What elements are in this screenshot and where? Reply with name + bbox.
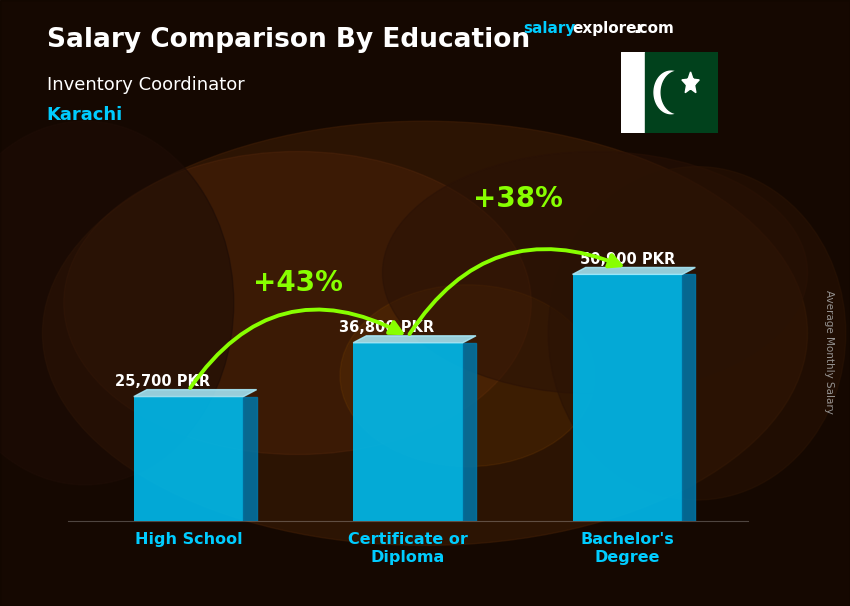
Text: Salary Comparison By Education: Salary Comparison By Education xyxy=(47,27,530,53)
Polygon shape xyxy=(683,275,695,521)
Polygon shape xyxy=(682,72,700,93)
Text: explorer: explorer xyxy=(572,21,644,36)
Polygon shape xyxy=(463,343,476,521)
Bar xyxy=(573,275,683,521)
Text: .com: .com xyxy=(633,21,674,36)
Bar xyxy=(620,52,645,133)
Text: +43%: +43% xyxy=(253,269,343,297)
Text: Inventory Coordinator: Inventory Coordinator xyxy=(47,76,245,94)
Bar xyxy=(353,343,463,521)
Bar xyxy=(133,396,243,521)
Ellipse shape xyxy=(382,152,808,394)
FancyArrowPatch shape xyxy=(190,310,402,388)
Bar xyxy=(645,52,718,133)
Text: 25,700 PKR: 25,700 PKR xyxy=(115,374,210,388)
Text: Karachi: Karachi xyxy=(47,106,123,124)
Text: +38%: +38% xyxy=(473,185,563,213)
Polygon shape xyxy=(243,396,257,521)
Text: 36,800 PKR: 36,800 PKR xyxy=(338,320,434,335)
Polygon shape xyxy=(654,71,688,114)
Text: 50,900 PKR: 50,900 PKR xyxy=(580,251,675,267)
Text: salary: salary xyxy=(523,21,575,36)
Ellipse shape xyxy=(548,167,846,500)
Polygon shape xyxy=(573,267,695,275)
Polygon shape xyxy=(353,336,476,343)
Ellipse shape xyxy=(64,152,531,454)
Ellipse shape xyxy=(42,121,807,545)
Polygon shape xyxy=(661,71,695,114)
FancyArrowPatch shape xyxy=(410,249,620,334)
Ellipse shape xyxy=(340,285,595,467)
Polygon shape xyxy=(133,390,257,396)
Ellipse shape xyxy=(0,121,234,485)
Text: Average Monthly Salary: Average Monthly Salary xyxy=(824,290,834,413)
